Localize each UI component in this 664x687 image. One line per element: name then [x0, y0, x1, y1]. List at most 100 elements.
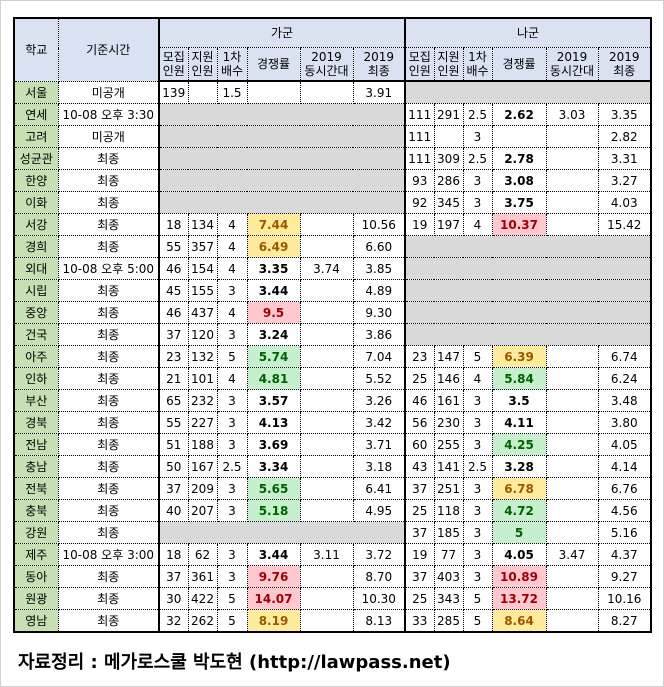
school-name: 전남: [13, 433, 59, 456]
header-time: 기준시간: [57, 17, 160, 82]
na-cell-2: 3: [462, 191, 493, 214]
ga-cell-0: 50: [158, 455, 189, 478]
ga-not-applicable: [158, 147, 406, 170]
school-name: 외대: [13, 257, 59, 280]
ga-cell-1: 155: [187, 279, 218, 302]
ga-cell-4: [299, 455, 354, 478]
na-cell-5: 4.03: [597, 191, 652, 214]
school-name: 충북: [13, 499, 59, 522]
table-row: 아주 최종 23 132 5 5.74 7.04 23 147 5 6.39 6.74: [13, 345, 652, 368]
table-row: 영남 최종 32 262 5 8.19 8.13 33 285 5 8.64 8.27: [13, 609, 652, 633]
reference-time: 최종: [57, 433, 160, 456]
ga-cell-2: 4: [216, 301, 248, 324]
school-name: 시립: [13, 279, 59, 302]
ga-not-applicable: [158, 103, 406, 126]
na-cell-4: 3.03: [545, 103, 599, 126]
na-cell-3: 4.72: [491, 499, 547, 522]
ga-cell-5: 3.42: [352, 411, 406, 434]
reference-time: 최종: [57, 235, 160, 258]
ga-cell-3: 3.35: [246, 257, 301, 280]
ga-cell-1: 154: [187, 257, 218, 280]
reference-time: 최종: [57, 147, 160, 170]
ga-cell-0: 18: [158, 543, 189, 566]
ga-cell-3: 3.57: [246, 389, 301, 412]
ga-cell-2: 5: [216, 587, 248, 610]
table-row: 시립 최종 45 155 3 3.44 4.89: [13, 279, 652, 302]
ga-cell-2: 3: [216, 389, 248, 412]
na-cell-3: 4.25: [491, 433, 547, 456]
na-not-applicable: [404, 279, 652, 302]
school-name: 서울: [13, 80, 59, 104]
na-cell-4: [545, 499, 599, 522]
subheader-na-0: 모집 인원: [404, 47, 435, 82]
subheader-na-4: 2019 동시간대: [545, 47, 599, 82]
na-cell-1: 285: [433, 609, 464, 633]
na-cell-0: 23: [404, 345, 435, 368]
ga-cell-5: 3.18: [352, 455, 406, 478]
ga-cell-3: 5.18: [246, 499, 301, 522]
ga-cell-5: 6.60: [352, 235, 406, 258]
na-cell-3: 6.39: [491, 345, 547, 368]
na-cell-3: [491, 125, 547, 148]
ga-cell-5: 4.95: [352, 499, 406, 522]
ga-cell-3: 9.76: [246, 565, 301, 588]
table-row: 전북 최종 37 209 3 5.65 6.41 37 251 3 6.78 6.76: [13, 477, 652, 500]
na-cell-4: [545, 191, 599, 214]
ga-cell-5: 3.71: [352, 433, 406, 456]
ga-cell-5: 4.89: [352, 279, 406, 302]
ga-cell-4: [299, 323, 354, 346]
table-row: 서강 최종 18 134 4 7.44 10.56 19 197 4 10.37 15.42: [13, 213, 652, 236]
na-cell-4: [545, 433, 599, 456]
ga-cell-5: 9.30: [352, 301, 406, 324]
na-cell-2: 3: [462, 169, 493, 192]
na-cell-3: 6.78: [491, 477, 547, 500]
na-cell-2: 3: [462, 565, 493, 588]
ga-cell-0: 55: [158, 235, 189, 258]
ga-cell-1: 227: [187, 411, 218, 434]
na-cell-0: 37: [404, 565, 435, 588]
na-cell-5: 4.14: [597, 455, 652, 478]
table-row: 강원 최종 37 185 3 5 5.16: [13, 521, 652, 544]
school-name: 제주: [13, 543, 59, 566]
school-name: 성균관: [13, 147, 59, 170]
na-cell-5: 2.82: [597, 125, 652, 148]
na-cell-3: 2.62: [491, 103, 547, 126]
ga-cell-0: 51: [158, 433, 189, 456]
na-cell-2: 2.5: [462, 103, 493, 126]
na-cell-1: 230: [433, 411, 464, 434]
reference-time: 10-08 오후 5:00: [57, 257, 160, 280]
reference-time: 최종: [57, 279, 160, 302]
header-school: 학교: [13, 17, 59, 82]
na-cell-1: 161: [433, 389, 464, 412]
na-not-applicable: [404, 235, 652, 258]
na-cell-0: 46: [404, 389, 435, 412]
na-cell-3: 3.75: [491, 191, 547, 214]
table-row: 전남 최종 51 188 3 3.69 3.71 60 255 3 4.25 4.05: [13, 433, 652, 456]
na-cell-0: 37: [404, 521, 435, 544]
na-cell-2: 5: [462, 345, 493, 368]
subheader-ga-1: 지원 인원: [187, 47, 218, 82]
ga-cell-4: [299, 235, 354, 258]
school-name: 서강: [13, 213, 59, 236]
ga-cell-0: 139: [158, 80, 189, 104]
table-row: 제주 10-08 오후 3:00 18 62 3 3.44 3.11 3.72 19 77 3 4.0…: [13, 543, 652, 566]
ga-cell-2: 3: [216, 477, 248, 500]
na-cell-0: 93: [404, 169, 435, 192]
na-cell-0: 92: [404, 191, 435, 214]
na-cell-1: 197: [433, 213, 464, 236]
na-cell-1: 77: [433, 543, 464, 566]
na-cell-4: [545, 565, 599, 588]
source-credit: 자료정리 : 메가로스쿨 박도현 (http://lawpass.net): [18, 652, 451, 673]
reference-time: 최종: [57, 521, 160, 544]
ga-cell-0: 21: [158, 367, 189, 390]
ga-cell-4: [299, 389, 354, 412]
ga-cell-4: [299, 499, 354, 522]
subheader-na-2: 1차 배수: [462, 47, 493, 82]
ga-cell-2: 5: [216, 345, 248, 368]
na-cell-2: 3: [462, 499, 493, 522]
ga-cell-2: 3: [216, 543, 248, 566]
na-cell-4: [545, 125, 599, 148]
ga-cell-5: 10.30: [352, 587, 406, 610]
ga-cell-3: 5.65: [246, 477, 301, 500]
school-name: 부산: [13, 389, 59, 412]
